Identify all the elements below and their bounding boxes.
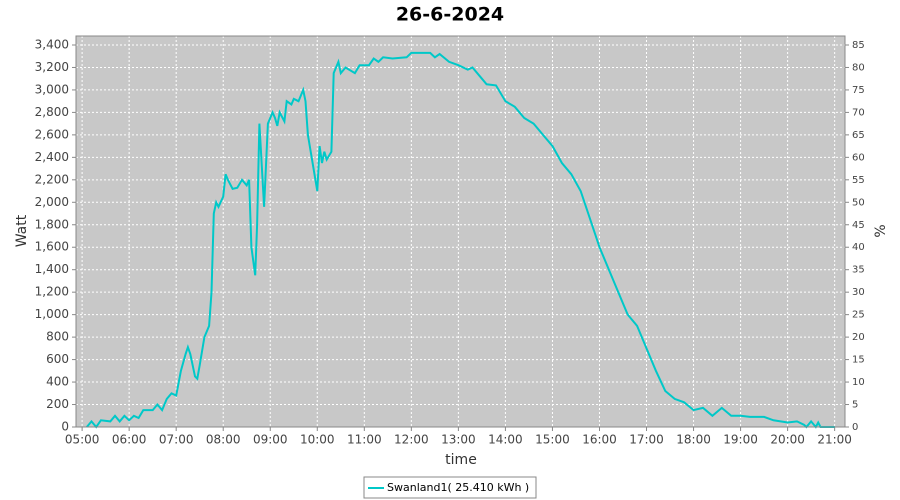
y-tick-label: 1,600 — [35, 240, 69, 254]
x-tick-label: 05:00 — [65, 433, 100, 447]
y-tick-label: 3,000 — [35, 82, 69, 96]
x-tick-label: 20:00 — [770, 433, 805, 447]
x-tick-label: 19:00 — [723, 433, 758, 447]
y2-tick-label: 60 — [852, 152, 865, 163]
x-tick-label: 08:00 — [206, 433, 241, 447]
y2-tick-label: 0 — [852, 422, 858, 433]
y-tick-label: 200 — [46, 397, 69, 411]
x-tick-label: 15:00 — [535, 433, 570, 447]
y2-tick-label: 25 — [852, 310, 865, 321]
y-tick-label: 400 — [46, 375, 69, 389]
x-tick-label: 13:00 — [441, 433, 476, 447]
y-tick-label: 2,000 — [35, 195, 69, 209]
x-tick-label: 11:00 — [347, 433, 382, 447]
y-tick-label: 1,800 — [35, 217, 69, 231]
y2-tick-label: 45 — [852, 220, 865, 231]
y-tick-label: 2,800 — [35, 105, 69, 119]
y2-tick-label: 80 — [852, 62, 865, 73]
x-tick-label: 21:00 — [817, 433, 852, 447]
y-tick-label: 600 — [46, 352, 69, 366]
y2-tick-label: 15 — [852, 355, 865, 366]
y-tick-label: 1,400 — [35, 262, 69, 276]
y2-axis-title: % — [873, 224, 889, 237]
y2-tick-label: 10 — [852, 377, 865, 388]
y2-tick-label: 55 — [852, 175, 865, 186]
y2-tick-label: 30 — [852, 287, 865, 298]
plot-area — [75, 35, 846, 428]
y2-tick-label: 35 — [852, 265, 865, 276]
x-tick-label: 18:00 — [676, 433, 711, 447]
y2-tick-label: 85 — [852, 40, 865, 51]
y2-tick-label: 5 — [852, 400, 858, 411]
y-tick-label: 2,200 — [35, 172, 69, 186]
y-tick-label: 800 — [46, 330, 69, 344]
x-axis-title: time — [445, 452, 477, 468]
x-tick-label: 17:00 — [629, 433, 664, 447]
y2-tick-label: 70 — [852, 107, 865, 118]
y2-tick-label: 75 — [852, 85, 865, 96]
y-axis-title: Watt — [14, 214, 30, 247]
x-tick-label: 07:00 — [159, 433, 194, 447]
x-tick-label: 06:00 — [112, 433, 147, 447]
y-tick-label: 2,600 — [35, 127, 69, 141]
series-line — [86, 51, 835, 429]
y2-tick-label: 40 — [852, 242, 865, 253]
y-tick-label: 1,000 — [35, 307, 69, 321]
legend-label: Swanland1( 25.410 kWh ) — [387, 481, 529, 494]
y-tick-label: 3,200 — [35, 60, 69, 74]
y-tick-label: 1,200 — [35, 285, 69, 299]
y-tick-label: 2,400 — [35, 150, 69, 164]
chart-title: 26-6-2024 — [396, 4, 504, 26]
x-tick-label: 14:00 — [488, 433, 523, 447]
legend-box — [363, 476, 537, 499]
y2-tick-label: 50 — [852, 197, 865, 208]
y-tick-label: 0 — [61, 420, 69, 434]
x-tick-label: 16:00 — [582, 433, 617, 447]
y2-tick-label: 65 — [852, 130, 865, 141]
plot-border — [75, 35, 846, 428]
x-tick-label: 12:00 — [394, 433, 429, 447]
y2-tick-label: 20 — [852, 332, 865, 343]
x-tick-label: 10:00 — [300, 433, 335, 447]
x-tick-label: 09:00 — [253, 433, 288, 447]
y-tick-label: 3,400 — [35, 37, 69, 51]
